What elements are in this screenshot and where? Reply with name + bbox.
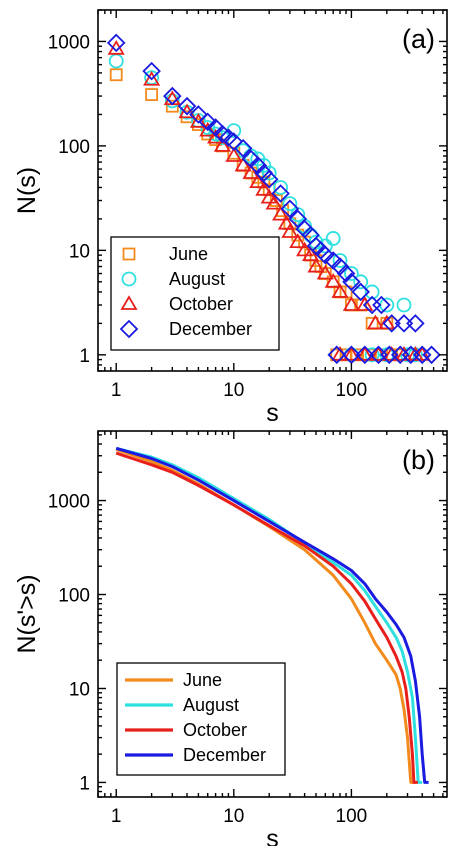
legend-label: December bbox=[169, 319, 252, 339]
panel-label: (b) bbox=[402, 445, 435, 475]
legend-label: December bbox=[183, 745, 266, 765]
y-tick-label: 1000 bbox=[48, 32, 90, 53]
circle-point bbox=[327, 232, 340, 245]
x-tick-label: 10 bbox=[223, 806, 244, 827]
circle-point bbox=[380, 298, 393, 311]
y-tick-label: 1 bbox=[79, 773, 90, 794]
square-point bbox=[111, 69, 122, 80]
y-tick-label: 10 bbox=[69, 241, 90, 262]
circle-point bbox=[110, 54, 123, 67]
legend-label: October bbox=[169, 294, 233, 314]
panel-label: (a) bbox=[402, 24, 435, 54]
legend-label: October bbox=[183, 720, 247, 740]
diamond-point bbox=[396, 315, 412, 331]
y-axis-label: N(s'>s) bbox=[13, 574, 41, 653]
legend-label: August bbox=[183, 695, 239, 715]
circle-point bbox=[354, 275, 367, 288]
square-point bbox=[146, 89, 157, 100]
legend: June August October December bbox=[111, 237, 279, 350]
x-tick-label: 100 bbox=[336, 380, 368, 401]
y-axis-label: N(s) bbox=[13, 167, 41, 214]
x-tick-label: 1 bbox=[111, 806, 122, 827]
legend-label: August bbox=[169, 269, 225, 289]
panel-a: 1 10 100 1 10 100 1000 s N(s) (a) June August Octobe… bbox=[13, 10, 447, 427]
diamond-point bbox=[407, 315, 423, 331]
x-axis-label: s bbox=[266, 399, 279, 427]
y-tick-label: 100 bbox=[58, 586, 90, 607]
panel-b: 1 10 100 1 10 100 1000 s N(s'>s) (b) June August Oct… bbox=[13, 431, 447, 846]
legend-label: June bbox=[183, 670, 222, 690]
y-tick-label: 1000 bbox=[48, 492, 90, 513]
x-axis-label: s bbox=[266, 825, 279, 846]
circle-point bbox=[397, 298, 410, 311]
legend: June August October December bbox=[117, 663, 285, 775]
legend-label: June bbox=[169, 244, 208, 264]
y-tick-label: 100 bbox=[58, 137, 90, 158]
circle-point bbox=[274, 181, 287, 194]
y-tick-label: 1 bbox=[79, 346, 90, 367]
x-tick-label: 10 bbox=[223, 380, 244, 401]
x-tick-label: 100 bbox=[336, 806, 368, 827]
y-tick-label: 10 bbox=[69, 679, 90, 700]
x-tick-label: 1 bbox=[111, 380, 122, 401]
